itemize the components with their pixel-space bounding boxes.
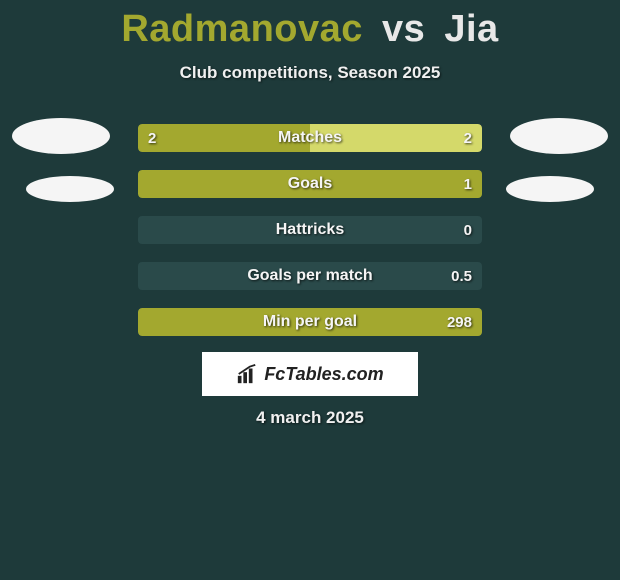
- logo-text: FcTables.com: [264, 364, 383, 385]
- bar-left-fill: [138, 170, 482, 198]
- stats-bars: Matches22Goals1Hattricks0Goals per match…: [138, 124, 482, 354]
- date-text: 4 march 2025: [0, 408, 620, 428]
- source-logo: FcTables.com: [202, 352, 418, 396]
- comparison-title: Radmanovac vs Jia: [0, 0, 620, 51]
- bar-left-fill: [138, 308, 482, 336]
- stat-value-right: 2: [464, 124, 472, 152]
- stat-row: Goals per match0.5: [138, 262, 482, 290]
- stat-row: Goals1: [138, 170, 482, 198]
- player1-team-badge: [26, 176, 114, 202]
- stat-value-left: 2: [148, 124, 156, 152]
- stat-label: Hattricks: [138, 216, 482, 244]
- bar-left-fill: [138, 124, 310, 152]
- subtitle: Club competitions, Season 2025: [0, 63, 620, 83]
- stat-value-right: 0: [464, 216, 472, 244]
- stat-label: Goals per match: [138, 262, 482, 290]
- stat-value-right: 298: [447, 308, 472, 336]
- stat-row: Matches22: [138, 124, 482, 152]
- player1-name: Radmanovac: [121, 8, 363, 50]
- vs-text: vs: [382, 8, 425, 50]
- stat-value-right: 1: [464, 170, 472, 198]
- stat-row: Min per goal298: [138, 308, 482, 336]
- stat-row: Hattricks0: [138, 216, 482, 244]
- bar-right-fill: [310, 124, 482, 152]
- player2-team-badge: [506, 176, 594, 202]
- stat-value-right: 0.5: [451, 262, 472, 290]
- chart-icon: [236, 363, 258, 385]
- player2-avatar: [510, 118, 608, 154]
- player1-avatar: [12, 118, 110, 154]
- player2-name: Jia: [444, 8, 498, 50]
